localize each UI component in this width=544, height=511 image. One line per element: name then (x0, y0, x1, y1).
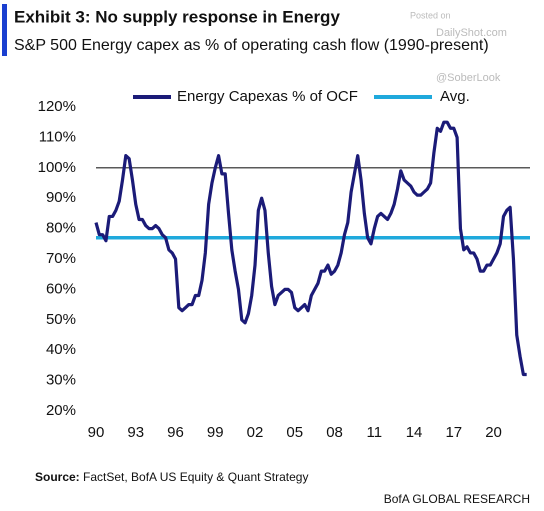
watermark: Posted on (410, 10, 451, 20)
x-tick-label: 11 (367, 424, 383, 441)
watermark: @SoberLook (436, 72, 501, 84)
x-tick-label: 17 (445, 424, 462, 441)
data-line (94, 120, 527, 377)
y-tick-label: 100% (38, 159, 76, 176)
watermark: DailyShot.com (436, 27, 507, 39)
x-tick-label: 93 (127, 424, 144, 441)
y-tick-label: 120% (38, 98, 76, 115)
y-tick-label: 70% (46, 250, 76, 267)
y-tick-label: 90% (46, 189, 76, 206)
x-tick-label: 02 (247, 424, 264, 441)
legend-label: Energy Capexas % of OCF (177, 88, 358, 105)
y-tick-label: 110% (39, 128, 76, 145)
chart-subtitle: S&P 500 Energy capex as % of operating c… (14, 37, 489, 54)
x-tick-label: 99 (207, 424, 224, 441)
y-tick-label: 50% (46, 311, 76, 328)
source: Source: FactSet, BofA US Equity & Quant … (35, 470, 308, 484)
source-text: FactSet, BofA US Equity & Quant Strategy (83, 470, 308, 484)
header-bar (2, 4, 7, 56)
y-tick-label: 80% (46, 220, 76, 237)
x-tick-label: 96 (167, 424, 184, 441)
x-tick-label: 14 (406, 424, 423, 441)
x-tick-label: 20 (485, 424, 502, 441)
legend-label: Avg. (440, 88, 470, 105)
y-tick-label: 30% (46, 372, 76, 389)
x-tick-label: 05 (286, 424, 303, 441)
x-tick-label: 08 (326, 424, 343, 441)
source-label: Source: (35, 470, 80, 484)
x-tick-label: 90 (88, 424, 105, 441)
brand: BofA GLOBAL RESEARCH (384, 492, 530, 506)
y-tick-label: 20% (46, 402, 76, 419)
chart-title: Exhibit 3: No supply response in Energy (14, 7, 340, 26)
y-tick-label: 60% (46, 280, 76, 297)
y-tick-label: 40% (46, 341, 76, 358)
